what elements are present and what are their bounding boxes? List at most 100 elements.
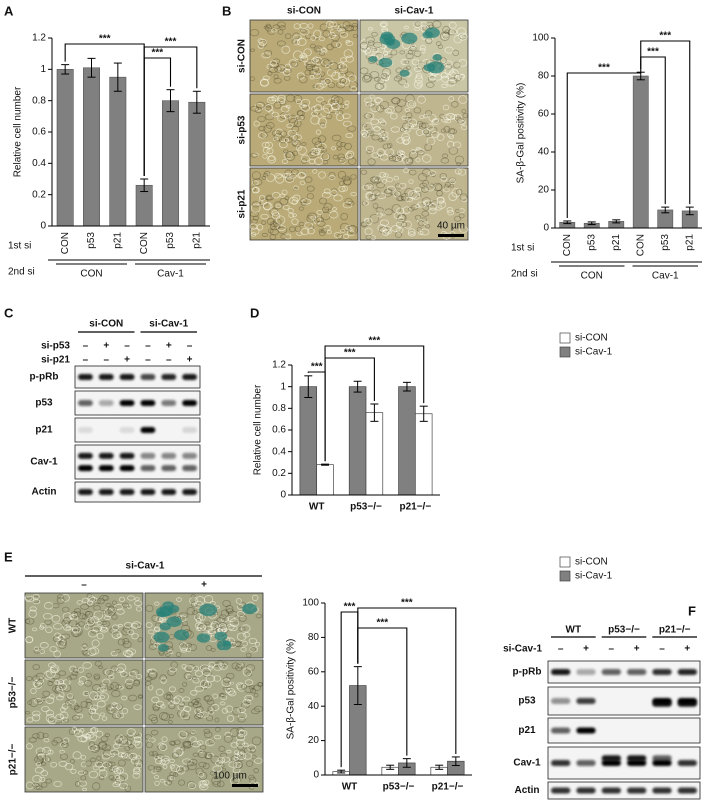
blot-band [551,760,571,766]
cell [104,668,115,676]
cell [250,203,261,213]
cell [110,665,119,673]
error-bar [370,403,379,422]
cell [240,702,250,709]
cell [155,688,164,696]
cell [459,226,469,233]
cell [291,218,299,226]
cell [32,664,41,670]
cell [338,180,345,186]
cell [237,716,246,723]
lane-sign: + [684,644,690,655]
cell [314,58,321,63]
cell [362,75,372,83]
cell [229,681,235,685]
cell [282,204,290,210]
cell [370,193,378,200]
cell [31,627,38,632]
cell [41,782,48,788]
cell [319,197,328,205]
cell [275,174,285,184]
cell [38,753,44,758]
condition-label: si-Cav-1 [503,644,542,655]
y-tick-label: 1.2 [32,33,46,44]
blot-band [677,669,697,675]
cell [115,667,125,673]
cell [286,123,293,129]
cell [153,753,159,759]
cell [378,138,384,142]
cell [268,96,275,102]
blot-band [161,400,177,406]
protein-label: Cav-1 [513,758,541,769]
cell [372,203,379,209]
cell [56,686,64,692]
cell [71,726,78,732]
cell [407,157,414,164]
cell [403,167,409,174]
cell [323,59,332,66]
cell [451,188,461,198]
cell [198,761,207,768]
cell [379,171,386,178]
cell [301,142,307,146]
cell [71,715,80,721]
protein-label: p-pRb [30,372,59,383]
cell [109,749,120,756]
cell [242,698,252,706]
cell [297,146,307,155]
cell [293,34,302,41]
blot-band [576,787,596,794]
blot-band [627,760,647,766]
cell [284,233,292,240]
cell [307,23,314,29]
cell [134,600,143,607]
cell [66,676,72,681]
cell [65,623,71,628]
cell [250,646,256,652]
blot-strip [547,660,701,684]
cell [372,41,383,48]
cell [379,44,387,49]
cell [223,734,233,743]
cell [293,23,301,30]
cell [429,183,435,188]
x-tick-label: p53 [586,234,597,251]
y-tick-label: 0.6 [32,127,46,138]
cell [288,226,296,233]
cell [295,145,302,151]
cell [323,78,332,85]
cell [281,159,289,164]
cell [415,128,424,136]
cell [386,185,396,193]
stained-cell [157,643,169,652]
bar [365,412,384,496]
cell [386,142,393,149]
cell [373,175,382,182]
cell [75,623,81,627]
cell [52,685,62,693]
cell [122,640,132,649]
cell [36,731,45,740]
cell [311,111,319,117]
cell [265,122,275,129]
cell [103,749,112,758]
cell [329,21,338,28]
cell [458,119,465,125]
cell [383,50,388,56]
legend-label: si-Cav-1 [575,347,613,358]
cell [271,28,277,33]
cell [147,765,155,771]
cell [364,97,373,104]
blot-band [140,489,156,495]
cell [441,34,450,40]
cell [244,694,254,702]
cell [80,754,86,760]
cell [422,180,430,187]
cell [167,669,176,677]
cell [249,28,260,37]
cell [402,206,411,214]
cell [336,27,342,32]
cell [360,169,368,175]
cell [250,152,258,158]
